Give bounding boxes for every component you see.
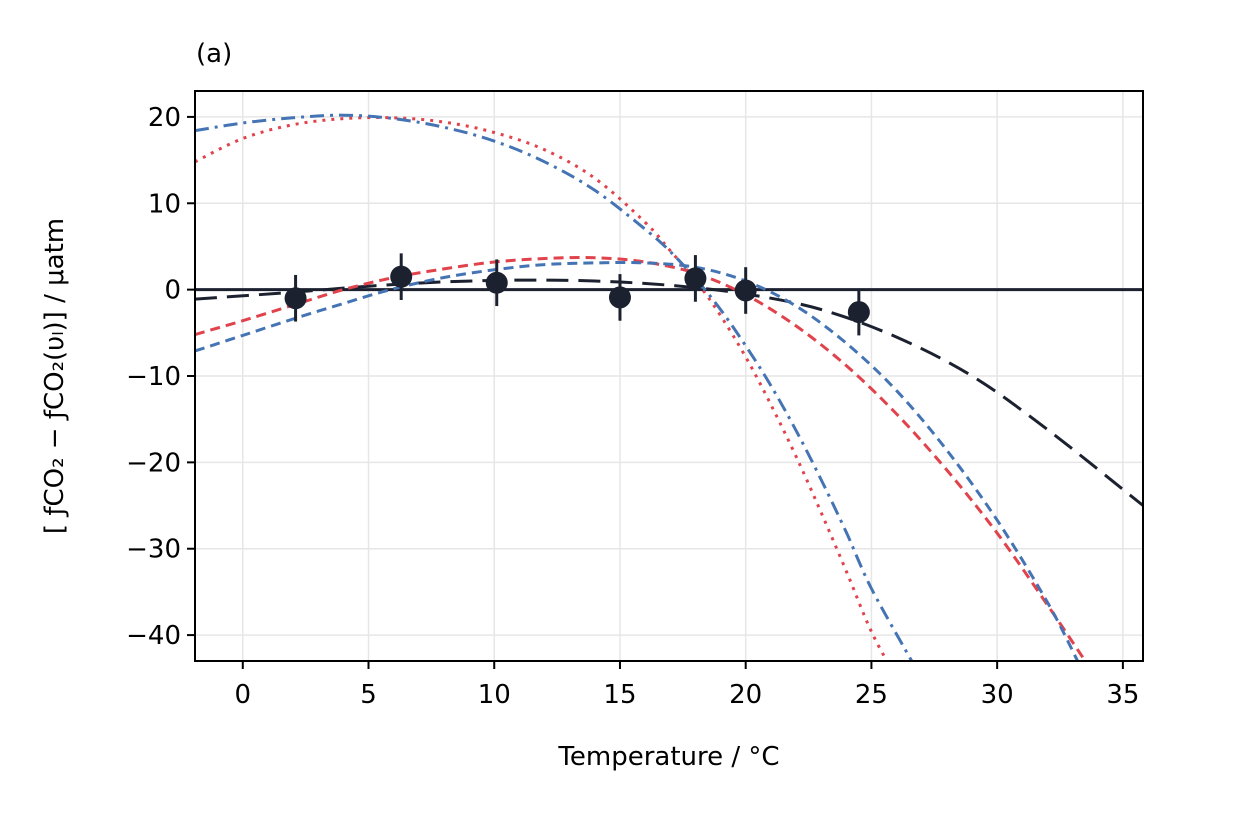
series-dotted-red — [195, 115, 889, 661]
x-tick-label: 0 — [235, 680, 252, 710]
data-point — [485, 271, 508, 294]
series-curves — [195, 113, 1143, 661]
data-point — [608, 286, 631, 309]
x-axis-label: Temperature / °C — [557, 742, 779, 772]
y-tick-label: 20 — [148, 103, 181, 133]
data-point — [847, 301, 870, 324]
x-tick-label: 5 — [360, 680, 377, 710]
y-tick-label: −30 — [126, 535, 181, 565]
y-tick-label: −20 — [126, 448, 181, 478]
y-axis-ticks: 20 10 0 −10 −20 −30 −40 — [126, 103, 195, 651]
data-point — [734, 279, 757, 302]
data-points — [284, 253, 870, 336]
y-tick-label: −10 — [126, 362, 181, 392]
series-dashdot-blue — [195, 113, 914, 661]
x-tick-label: 15 — [603, 680, 636, 710]
y-tick-label: 10 — [148, 189, 181, 219]
data-point — [684, 267, 707, 290]
y-tick-label: −40 — [126, 621, 181, 651]
panel-label: (a) — [196, 39, 232, 69]
data-point — [284, 287, 307, 310]
x-tick-label: 35 — [1106, 680, 1139, 710]
series-dashed-dark — [195, 278, 1143, 507]
data-point — [390, 265, 413, 288]
x-axis-ticks: 0 5 10 15 20 25 30 35 — [235, 661, 1139, 710]
y-axis-label: [ ƒCO₂ − ƒCO₂(υₗ)] / μatm — [40, 218, 70, 534]
series-dashed-red — [195, 255, 1087, 661]
x-tick-label: 10 — [478, 680, 511, 710]
series-dashed-blue — [195, 260, 1079, 661]
grid-lines — [195, 91, 1143, 661]
x-tick-label: 30 — [981, 680, 1014, 710]
x-tick-label: 20 — [729, 680, 762, 710]
y-tick-label: 0 — [164, 276, 181, 306]
x-tick-label: 25 — [855, 680, 888, 710]
